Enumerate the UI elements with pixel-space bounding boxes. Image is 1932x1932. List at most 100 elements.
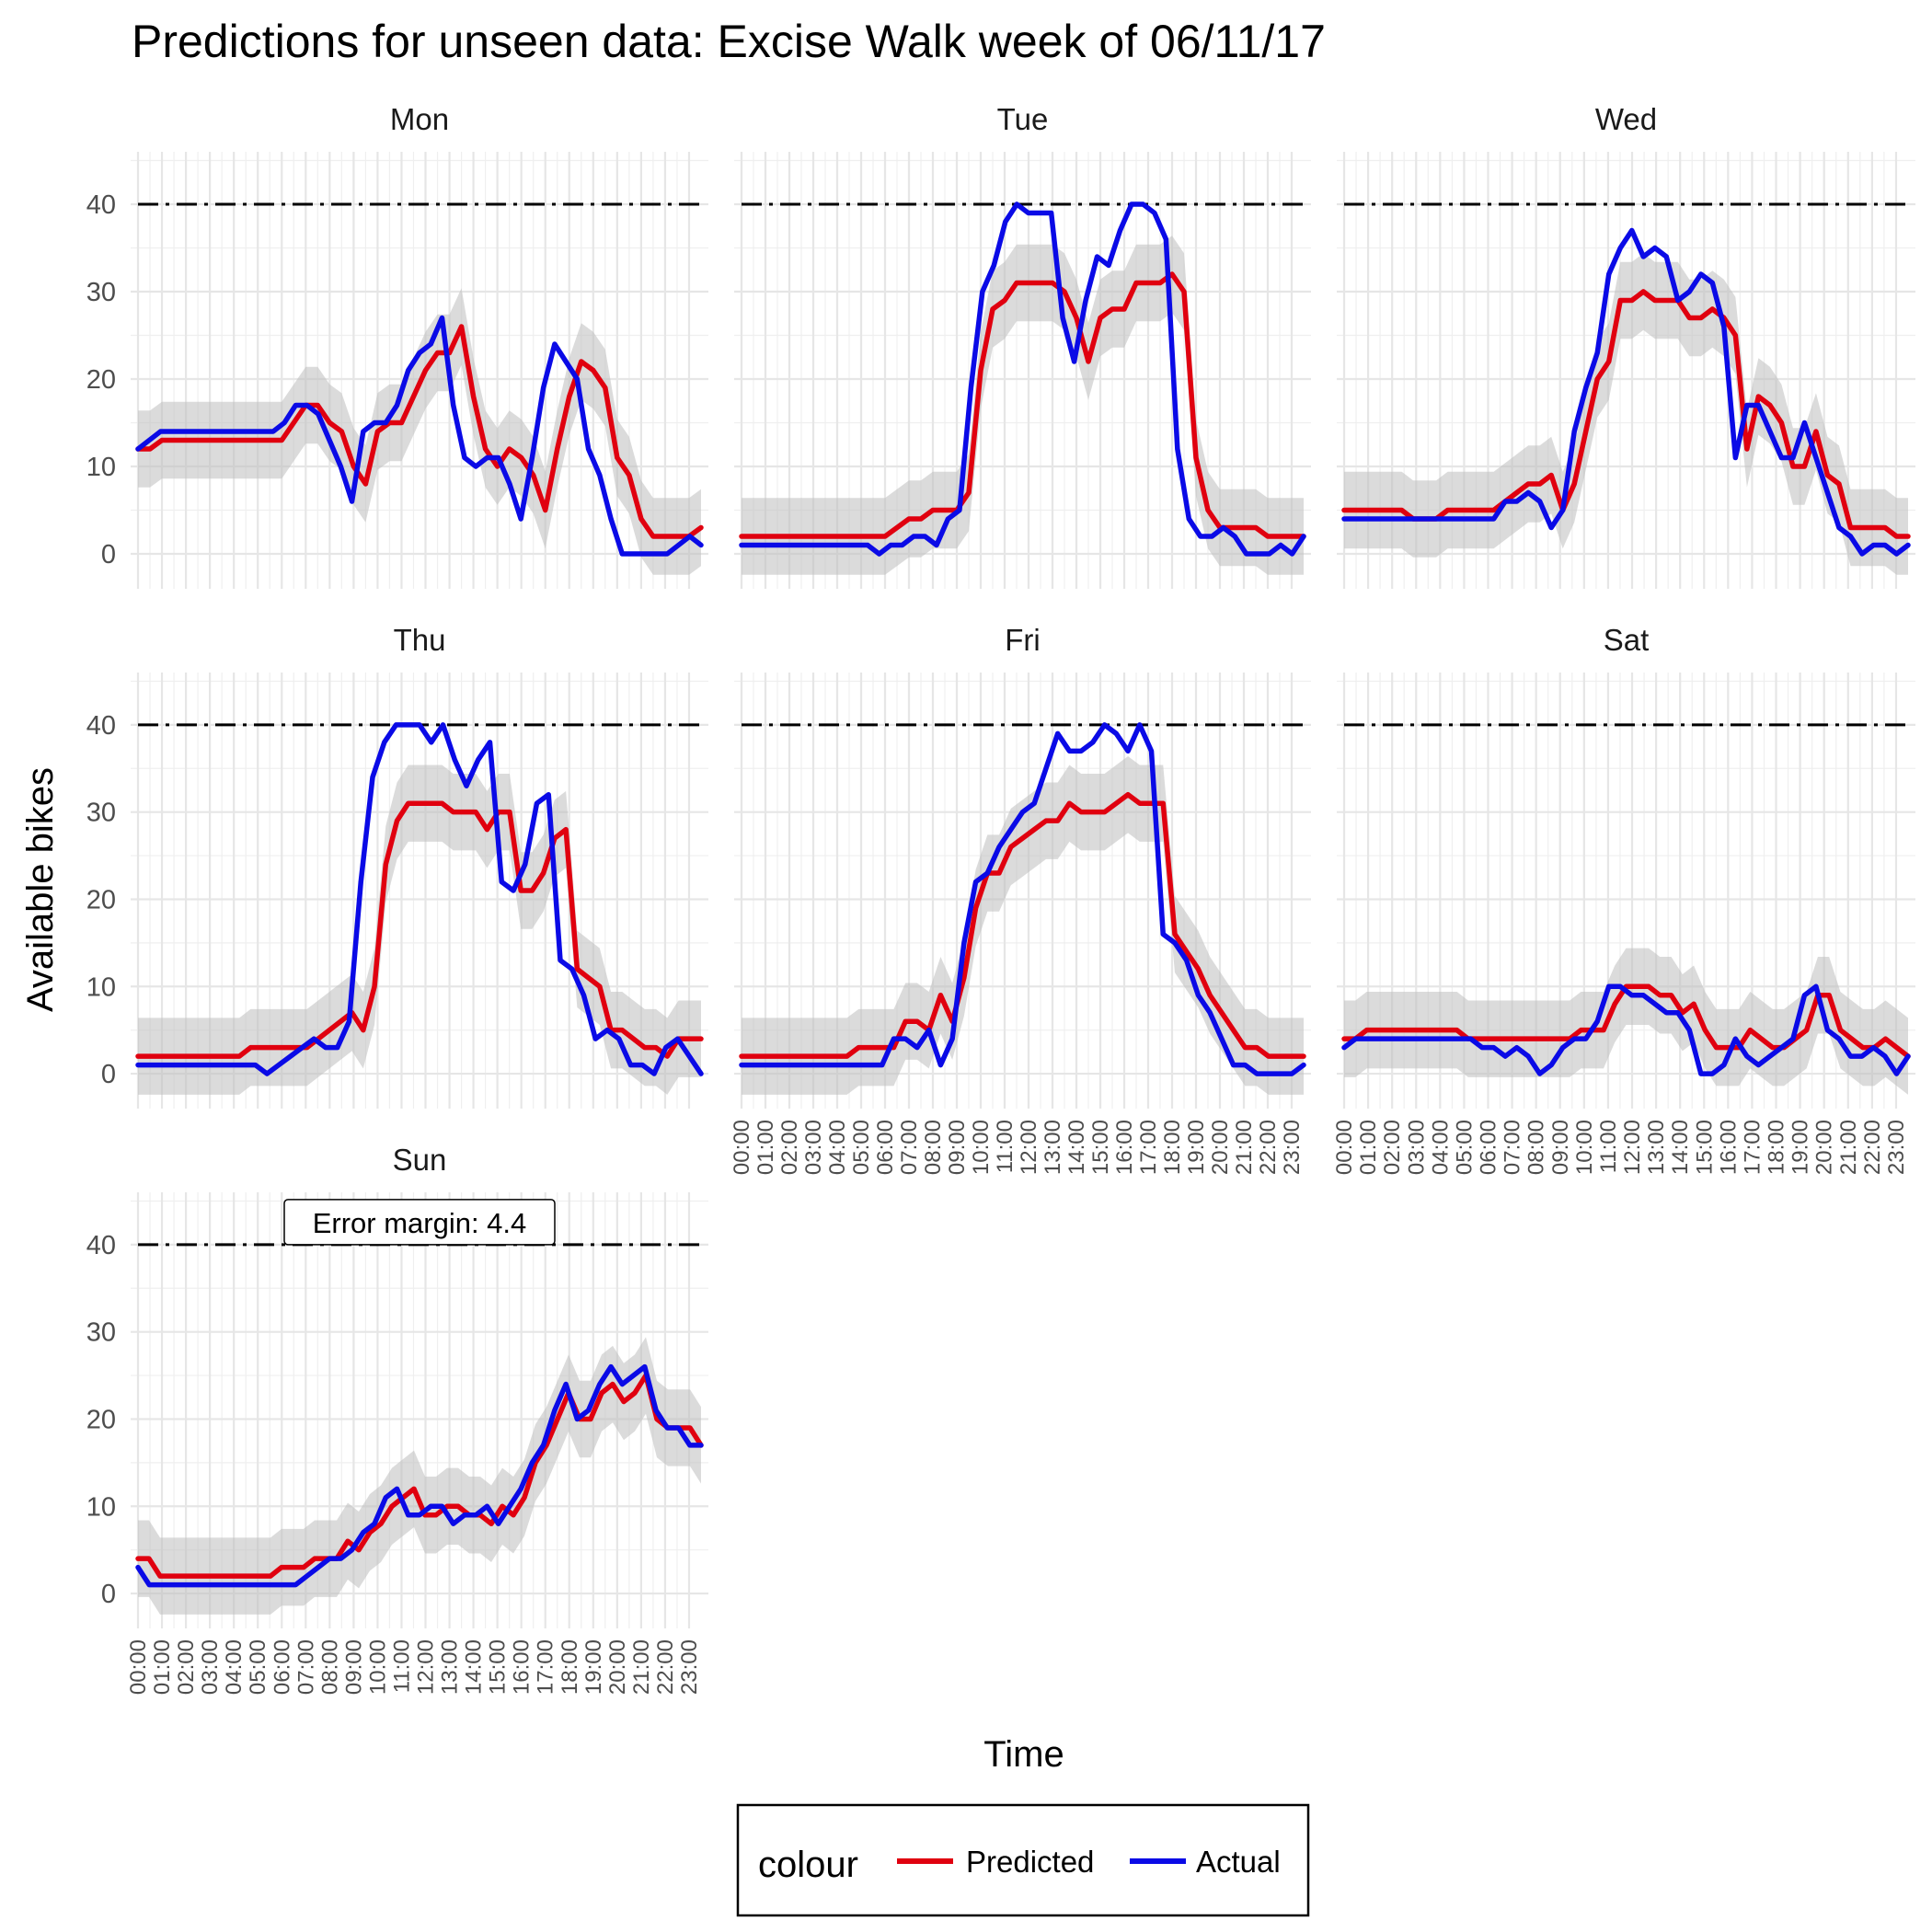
- y-tick-label: 0: [101, 540, 116, 569]
- x-tick-label: 23:00: [1280, 1120, 1305, 1175]
- x-tick-label: 23:00: [1884, 1120, 1909, 1175]
- x-tick-label: 13:00: [1041, 1120, 1065, 1175]
- x-tick-label: 09:00: [341, 1639, 366, 1695]
- x-tick-label: 05:00: [246, 1639, 270, 1695]
- x-tick-label: 15:00: [486, 1639, 511, 1695]
- x-tick-label: 20:00: [1208, 1120, 1233, 1175]
- x-tick-label: 08:00: [1524, 1120, 1549, 1175]
- y-tick-label: 20: [86, 885, 116, 914]
- x-tick-label: 14:00: [462, 1639, 487, 1695]
- x-tick-label: 07:00: [293, 1639, 318, 1695]
- x-tick-label: 00:00: [1332, 1120, 1357, 1175]
- x-tick-label: 10:00: [1572, 1120, 1597, 1175]
- panel-strip-label: Mon: [390, 102, 449, 136]
- x-tick-label: 12:00: [1017, 1120, 1041, 1175]
- panel-sun: Sun 0 10 20 30 40 00:00 01:00 02:00 03:00 04:00 05:…: [86, 1143, 708, 1695]
- panel-sat: Sat 00:00 01:00 02:00 03:00 04:00 05:00 06:00 07…: [1332, 623, 1915, 1175]
- y-tick-label: 40: [86, 711, 116, 741]
- legend: colour Predicted Actual: [736, 1803, 1310, 1917]
- y-tick-label: 0: [101, 1580, 116, 1609]
- y-tick-label: 30: [86, 1318, 116, 1348]
- x-tick-label: 08:00: [317, 1639, 342, 1695]
- x-tick-label: 05:00: [849, 1120, 874, 1175]
- panel-strip-label: Tue: [997, 102, 1049, 136]
- x-tick-label: 00:00: [730, 1120, 754, 1175]
- x-tick-label: 12:00: [1620, 1120, 1645, 1175]
- error-ribbon: [138, 765, 701, 1095]
- panel-thu: Thu 0 10 20 30 40: [86, 623, 708, 1109]
- x-tick-label: 17:00: [1740, 1120, 1765, 1175]
- series-predicted-line: [739, 791, 1306, 1059]
- annotation-box: [283, 1199, 556, 1246]
- x-tick-label: 06:00: [1477, 1120, 1501, 1175]
- panel-strip-label: Thu: [394, 623, 446, 657]
- x-tick-label: 17:00: [534, 1639, 558, 1695]
- series-predicted-line: [135, 800, 704, 1059]
- x-tick-label: 12:00: [414, 1639, 439, 1695]
- x-tick-label: 02:00: [174, 1639, 199, 1695]
- panel-tue: Tue: [734, 102, 1311, 589]
- x-tick-label: 01:00: [150, 1639, 175, 1695]
- x-tick-label: 23:00: [677, 1639, 702, 1695]
- x-tick-label: 14:00: [1064, 1120, 1089, 1175]
- x-tick-label: 06:00: [270, 1639, 294, 1695]
- x-tick-label: 02:00: [777, 1120, 802, 1175]
- x-tick-label: 22:00: [1860, 1120, 1885, 1175]
- x-tick-label: 11:00: [993, 1120, 1018, 1173]
- x-tick-label: 21:00: [1232, 1120, 1257, 1175]
- x-tick-label: 11:00: [1596, 1120, 1621, 1173]
- series-actual-line: [1341, 227, 1911, 557]
- x-tick-label: 04:00: [825, 1120, 850, 1175]
- x-tick-label: 05:00: [1452, 1120, 1477, 1175]
- series-actual-line: [739, 201, 1306, 557]
- x-tick-label: 20:00: [605, 1639, 630, 1695]
- y-tick-label: 10: [86, 972, 116, 1002]
- y-tick-label: 10: [86, 1492, 116, 1522]
- x-tick-label: 01:00: [753, 1120, 778, 1175]
- legend-label-predicted: Predicted: [966, 1845, 1094, 1879]
- panel-strip-label: Fri: [1005, 623, 1040, 657]
- x-tick-label: 04:00: [1428, 1120, 1453, 1175]
- panel-wed: Wed: [1337, 102, 1915, 589]
- x-tick-label: 22:00: [1256, 1120, 1281, 1175]
- panel-mon: Mon 0 10 20 30 40: [86, 102, 708, 589]
- series-predicted-line: [135, 324, 704, 539]
- x-tick-label: 03:00: [198, 1639, 223, 1695]
- y-tick-label: 30: [86, 278, 116, 307]
- x-tick-label: 07:00: [1501, 1120, 1525, 1175]
- series-predicted-line: [739, 271, 1306, 539]
- annotation-label: Error margin: 4.4: [313, 1207, 527, 1239]
- series-predicted-line: [1341, 983, 1911, 1059]
- legend-label-actual: Actual: [1196, 1845, 1281, 1879]
- series-predicted-line: [135, 1373, 704, 1579]
- x-tick-label: 06:00: [873, 1120, 898, 1175]
- x-tick-label: 11:00: [389, 1639, 414, 1693]
- error-ribbon: [1344, 253, 1908, 575]
- x-tick-label: 18:00: [1765, 1120, 1789, 1175]
- chart-title: Predictions for unseen data: Excise Walk…: [132, 16, 1326, 67]
- series-actual-line: [135, 1363, 704, 1588]
- x-tick-label: 15:00: [1088, 1120, 1113, 1175]
- series-actual-line: [739, 722, 1306, 1076]
- y-tick-label: 30: [86, 799, 116, 828]
- y-axis-title: Available bikes: [20, 767, 61, 1012]
- x-tick-label: 17:00: [1136, 1120, 1161, 1175]
- x-tick-label: 03:00: [1404, 1120, 1429, 1175]
- x-tick-label: 19:00: [1788, 1120, 1813, 1175]
- series-actual-line: [135, 315, 704, 557]
- x-tick-label: 10:00: [365, 1639, 390, 1695]
- x-tick-label: 18:00: [558, 1639, 582, 1695]
- x-tick-label: 09:00: [945, 1120, 970, 1175]
- x-tick-label: 01:00: [1356, 1120, 1381, 1175]
- x-tick-label: 16:00: [1716, 1120, 1741, 1175]
- x-tick-label: 07:00: [897, 1120, 922, 1175]
- panel-strip-label: Sun: [393, 1143, 447, 1177]
- x-tick-label: 13:00: [438, 1639, 463, 1695]
- series-actual-line: [1341, 983, 1911, 1076]
- legend-box: [736, 1803, 1310, 1917]
- x-tick-label: 16:00: [1112, 1120, 1137, 1175]
- x-tick-label: 21:00: [1836, 1120, 1861, 1175]
- x-tick-label: 00:00: [126, 1639, 151, 1695]
